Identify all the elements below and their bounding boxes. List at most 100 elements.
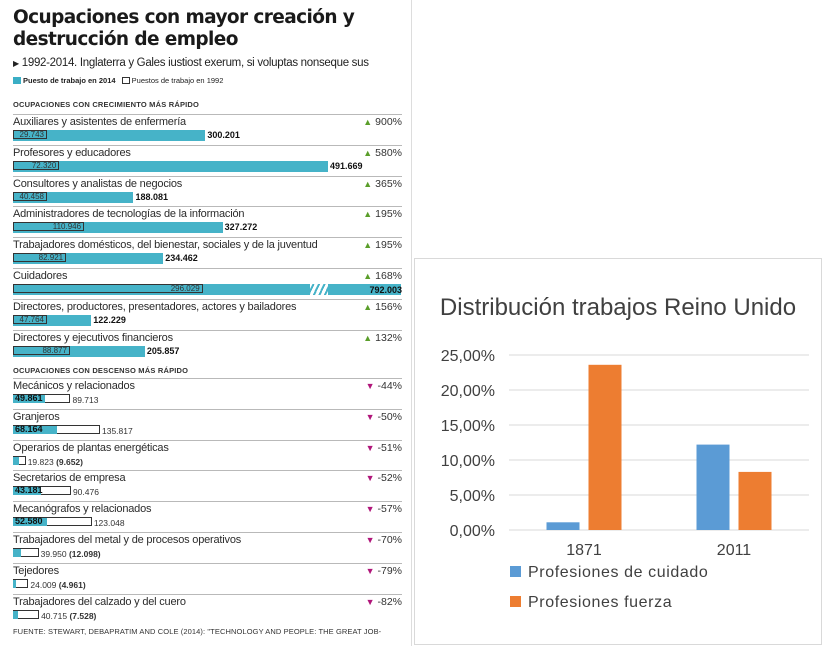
infographic-panel: Ocupaciones con mayor creación y destruc… bbox=[13, 0, 412, 646]
y-tick-label: 15,00% bbox=[441, 418, 495, 435]
value-2014: (9.652) bbox=[56, 456, 83, 467]
change-percent: 195% bbox=[372, 208, 402, 221]
chart-panel: Distribución trabajos Reino Unido 0,00% 5,… bbox=[414, 258, 822, 645]
occupation-label: Granjeros bbox=[13, 410, 60, 423]
bar-fuerza bbox=[588, 364, 622, 530]
bar-2014 bbox=[13, 222, 223, 234]
triangle-down-icon: ▼ bbox=[365, 565, 375, 576]
value-1992: 24.009 (4.961) bbox=[30, 580, 85, 590]
change-percent: -52% bbox=[374, 472, 402, 485]
change-percent: -70% bbox=[374, 534, 402, 546]
occupation-label: Trabajadores domésticos, del bienestar, … bbox=[13, 239, 318, 252]
section-growth-heading: OCUPACIONES CON CRECIMIENTO MÁS RÁPIDO bbox=[13, 100, 200, 109]
value-2014: 49.861 bbox=[15, 393, 43, 403]
y-tick-label: 5,00% bbox=[450, 488, 495, 505]
change-percent: -44% bbox=[374, 380, 402, 392]
bar-1992: 40.458 bbox=[13, 191, 47, 201]
triangle-up-icon: ▲ bbox=[363, 209, 373, 220]
legend-swatch bbox=[510, 566, 521, 577]
triangle-up-icon: ▲ bbox=[363, 240, 373, 251]
triangle-up-icon: ▲ bbox=[363, 301, 373, 312]
occupation-label: Profesores y educadores bbox=[13, 146, 131, 159]
section-decline-heading: OCUPACIONES CON DESCENSO MÁS RÁPIDO bbox=[13, 366, 189, 375]
change-value: ▲ 156% bbox=[363, 301, 402, 313]
value-1992: 90.476 bbox=[72, 487, 99, 498]
bar-2014 bbox=[13, 160, 328, 172]
value-2014: 491.669 bbox=[330, 160, 363, 171]
change-value: ▼ -51% bbox=[366, 442, 402, 454]
bar-1992: 110.946 bbox=[13, 222, 85, 232]
legend-label: Profesiones fuerza bbox=[528, 594, 672, 611]
occupation-label: Trabajadores del calzado y del cuero bbox=[13, 595, 186, 608]
bar-2014 bbox=[13, 395, 45, 403]
triangle-down-icon: ▼ bbox=[365, 381, 375, 391]
bar-2014 bbox=[13, 191, 134, 203]
occupation-row: Administradores de tecnologías de la inf… bbox=[13, 206, 402, 238]
infographic-subtitle: ▶ 1992-2014. Inglaterra y Gales iustiost… bbox=[13, 57, 369, 69]
occupation-row: Trabajadores domésticos, del bienestar, … bbox=[13, 237, 402, 269]
triangle-down-icon: ▼ bbox=[365, 442, 375, 453]
value-2014: (12.098) bbox=[68, 549, 101, 559]
subtitle-text: 1992-2014. Inglaterra y Gales iustiost e… bbox=[21, 57, 369, 69]
triangle-down-icon: ▼ bbox=[365, 596, 375, 607]
value-1992: 39.950 (12.098) bbox=[41, 549, 101, 559]
bar-chart: Distribución trabajos Reino Unido 0,00% 5,… bbox=[440, 294, 809, 611]
value-2014: 43.181 bbox=[15, 485, 43, 496]
occupation-label: Consultores y analistas de negocios bbox=[13, 177, 183, 190]
change-percent: 168% bbox=[372, 270, 402, 282]
y-tick-label: 10,00% bbox=[441, 453, 495, 470]
legend-label: Profesiones de cuidado bbox=[528, 564, 708, 581]
occupation-row: Consultores y analistas de negocios ▲ 365… bbox=[13, 175, 402, 208]
legend-swatch-2014 bbox=[13, 77, 21, 84]
triangle-up-icon: ▲ bbox=[363, 332, 373, 343]
x-tick-label: 2011 bbox=[717, 542, 752, 559]
triangle-down-icon: ▼ bbox=[365, 411, 375, 422]
change-value: ▲ 195% bbox=[363, 208, 402, 220]
change-percent: -57% bbox=[374, 503, 402, 516]
value-1992-text: 39.950 bbox=[40, 549, 69, 559]
change-percent: 580% bbox=[372, 146, 402, 159]
bar-2014 bbox=[13, 130, 206, 141]
change-value: ▲ 580% bbox=[363, 147, 402, 159]
value-2014: 327.272 bbox=[224, 222, 258, 233]
value-2014: 68.164 bbox=[15, 423, 43, 434]
triangle-up-icon: ▲ bbox=[363, 271, 373, 281]
bar-2014 bbox=[13, 579, 17, 588]
bar-2014 bbox=[13, 314, 92, 326]
occupation-row: Secretarios de empresa ▼ -52% 43.181 90.476 bbox=[13, 470, 402, 502]
change-percent: -79% bbox=[374, 564, 402, 577]
legend-label-1992: Puestos de trabajo en 1992 bbox=[131, 76, 224, 85]
change-value: ▼ -70% bbox=[366, 534, 402, 546]
bar-1992: 296.029 bbox=[13, 284, 203, 293]
bar-1992: 29.743 bbox=[13, 130, 47, 139]
occupation-label: Mecánicos y relacionados bbox=[13, 380, 135, 392]
occupation-row: Mecánicos y relacionados ▼ -44% 49.861 89.7… bbox=[13, 378, 402, 410]
value-1992-text: 19.823 bbox=[27, 456, 57, 467]
y-tick-label: 0,00% bbox=[450, 523, 495, 540]
change-value: ▲ 365% bbox=[363, 178, 402, 190]
value-1992: 123.048 bbox=[93, 518, 125, 529]
occupation-row: Directores y ejecutivos financieros ▲ 132… bbox=[13, 329, 402, 362]
value-2014: (4.961) bbox=[58, 579, 86, 590]
x-tick-label: 1871 bbox=[566, 542, 602, 559]
value-1992: 19.823 (9.652) bbox=[28, 457, 83, 467]
change-percent: 156% bbox=[372, 300, 402, 313]
bar-2014 bbox=[13, 610, 18, 619]
occupation-label: Mecanógrafos y relacionados bbox=[13, 503, 152, 516]
change-value: ▲ 168% bbox=[363, 270, 402, 282]
change-value: ▼ -82% bbox=[366, 596, 402, 608]
bar-2014 bbox=[13, 425, 57, 434]
value-2014: 122.229 bbox=[93, 314, 126, 325]
value-2014: 188.081 bbox=[135, 191, 169, 202]
occupation-label: Directores y ejecutivos financieros bbox=[13, 331, 173, 344]
occupation-row: Tejedores ▼ -79% 24.009 (4.961) bbox=[13, 562, 402, 595]
bar-1992: 82.921 bbox=[13, 253, 67, 263]
bar-break-mark bbox=[310, 282, 328, 297]
occupation-label: Trabajadores del metal y de procesos ope… bbox=[13, 534, 242, 546]
change-value: ▼ -52% bbox=[366, 472, 402, 484]
occupation-row: Profesores y educadores ▲ 580% 72.320 491.6… bbox=[13, 144, 402, 177]
change-percent: 365% bbox=[372, 177, 402, 190]
triangle-up-icon: ▲ bbox=[363, 117, 373, 127]
bar-legend: Puesto de trabajo en 2014 Puestos de tra… bbox=[13, 76, 223, 85]
change-value: ▼ -44% bbox=[366, 380, 402, 392]
